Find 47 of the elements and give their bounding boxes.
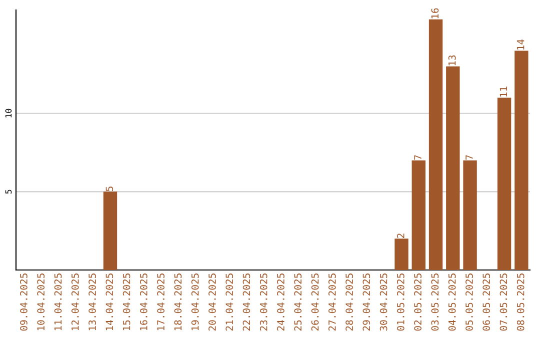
- x-tick-label: 08.05.2025: [516, 274, 524, 331]
- x-tick-label: 19.04.2025: [191, 274, 199, 330]
- x-tick-label: 16.04.2025: [140, 274, 148, 330]
- y-tick-label: 10: [5, 108, 12, 118]
- x-tick-label: 06.05.2025: [482, 274, 490, 331]
- x-tick-label: 18.04.2025: [174, 274, 182, 330]
- x-tick-label: 22.04.2025: [242, 274, 250, 331]
- x-tick-label: 17.04.2025: [157, 274, 164, 330]
- x-tick-label: 09.04.2025: [20, 274, 28, 331]
- x-tick-label: 01.05.2025: [396, 274, 404, 331]
- data-label: 11: [500, 86, 508, 97]
- bar: [103, 192, 118, 270]
- x-tick-label: 28.04.2025: [346, 274, 353, 331]
- x-tick-label: 11.04.2025: [54, 274, 62, 330]
- x-tick-label: 05.05.2025: [466, 274, 473, 331]
- x-tick-label: 20.04.2025: [208, 274, 216, 331]
- x-tick-label: 15.04.2025: [122, 274, 130, 330]
- x-tick-label: 07.05.2025: [500, 274, 508, 331]
- x-tick-label: 23.04.2025: [260, 274, 268, 331]
- bar: [497, 98, 512, 270]
- x-tick-label: 29.04.2025: [362, 274, 370, 331]
- x-tick-label: 03.05.2025: [431, 274, 439, 331]
- data-label: 14: [517, 39, 524, 50]
- x-tick-label: 24.04.2025: [277, 274, 284, 331]
- data-label: 2: [396, 234, 404, 238]
- x-tick-label: 13.04.2025: [88, 274, 96, 330]
- data-label: 5: [106, 186, 114, 192]
- x-tick-label: 10.04.2025: [37, 274, 45, 330]
- bar: [428, 19, 443, 270]
- data-label: 7: [466, 155, 473, 160]
- x-tick-label: 12.04.2025: [71, 274, 79, 330]
- bar: [446, 66, 460, 270]
- bar: [463, 160, 477, 270]
- bar: [394, 238, 408, 270]
- data-label: 16: [431, 8, 439, 18]
- bar: [514, 50, 528, 270]
- x-tick-label: 26.04.2025: [311, 274, 319, 331]
- bar: [412, 160, 426, 270]
- x-tick-label: 02.05.2025: [414, 274, 422, 331]
- data-label: 7: [414, 155, 422, 160]
- x-tick-label: 25.04.2025: [294, 274, 302, 331]
- x-tick-label: 14.04.2025: [106, 274, 114, 330]
- x-tick-label: 30.04.2025: [380, 274, 388, 331]
- data-label: 13: [448, 55, 456, 66]
- x-tick-label: 04.05.2025: [448, 274, 456, 331]
- x-tick-label: 21.04.2025: [226, 274, 234, 331]
- x-tick-label: 27.04.2025: [328, 274, 336, 331]
